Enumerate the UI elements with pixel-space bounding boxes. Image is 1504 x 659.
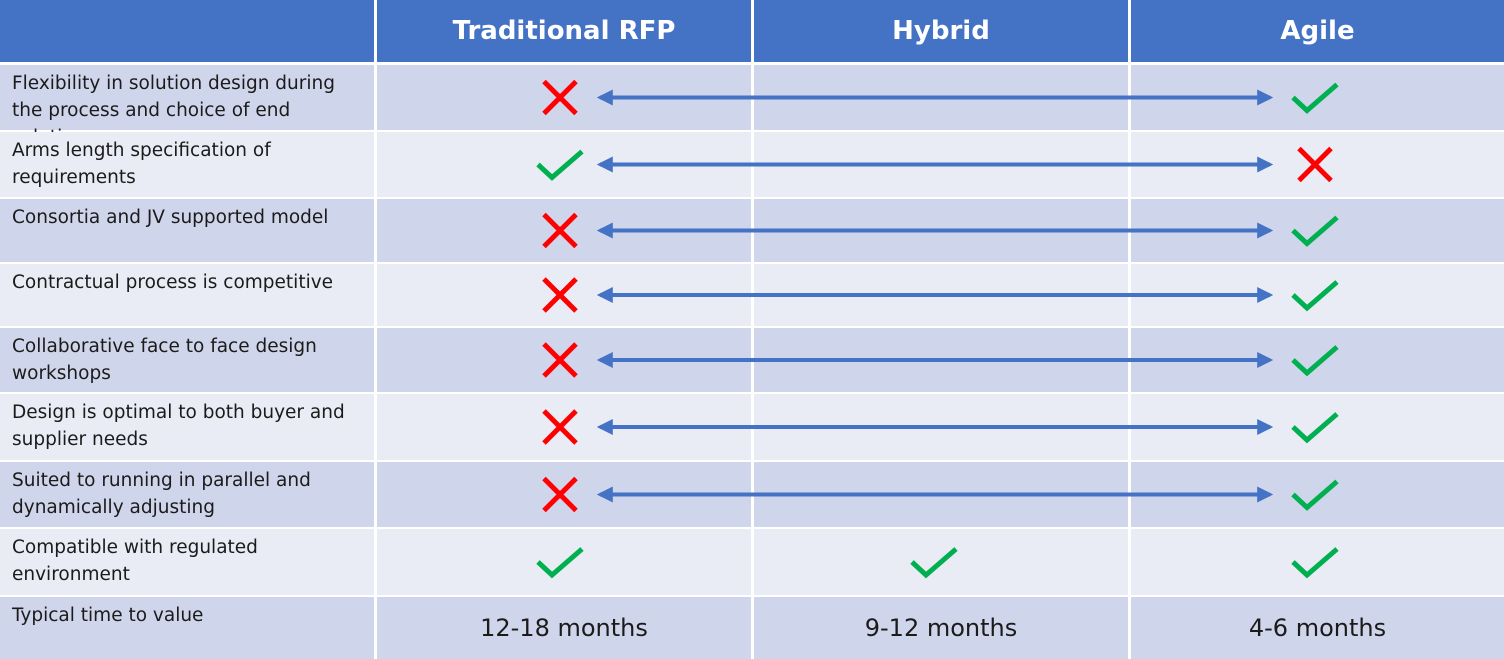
cross-icon	[544, 344, 576, 376]
row-label: Contractual process is competitive	[0, 264, 374, 326]
cross-icon	[544, 215, 576, 247]
time-value: 4-6 months	[1131, 597, 1504, 659]
cell	[1131, 529, 1504, 595]
row-label: Arms length specification of requirement…	[0, 132, 374, 197]
column-header: Hybrid	[754, 0, 1128, 62]
cross-icon	[544, 479, 576, 511]
check-icon	[1293, 85, 1337, 111]
check-icon	[1293, 549, 1337, 575]
time-value: 9-12 months	[754, 597, 1128, 659]
row-label: Compatible with regulated environment	[0, 529, 374, 595]
row-label: Typical time to value	[0, 597, 374, 659]
row-label: Design is optimal to both buyer and supp…	[0, 394, 374, 460]
check-icon	[538, 549, 582, 575]
check-icon	[1293, 282, 1337, 308]
row-label: Suited to running in parallel and dynami…	[0, 462, 374, 527]
cross-icon	[544, 411, 576, 443]
header-corner	[0, 0, 374, 62]
cross-icon	[544, 82, 576, 114]
cross-icon	[544, 279, 576, 311]
check-icon	[1293, 482, 1337, 508]
column-header: Traditional RFP	[377, 0, 751, 62]
row-label: Consortia and JV supported model	[0, 199, 374, 262]
check-icon	[1293, 414, 1337, 440]
column-header: Agile	[1131, 0, 1504, 62]
check-icon	[1293, 218, 1337, 244]
check-icon	[912, 549, 956, 575]
cross-icon	[1299, 149, 1331, 181]
check-icon	[1293, 347, 1337, 373]
check-icon	[538, 152, 582, 178]
row-label: Collaborative face to face design worksh…	[0, 328, 374, 392]
time-value: 12-18 months	[377, 597, 751, 659]
